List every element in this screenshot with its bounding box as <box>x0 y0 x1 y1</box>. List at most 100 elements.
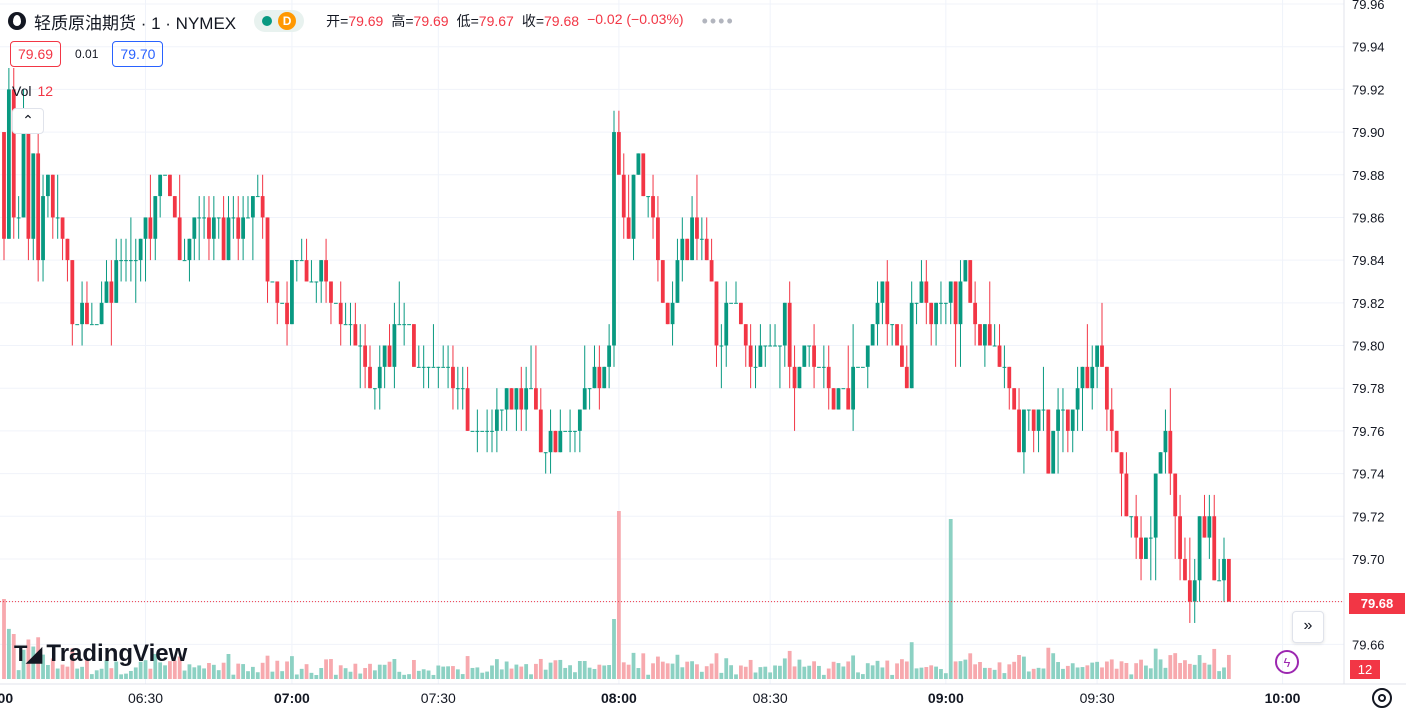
lightning-bolt-icon[interactable]: ϟ <box>1275 650 1299 674</box>
volume-bar <box>1007 664 1012 679</box>
time-tick-label: 07:00 <box>274 690 310 706</box>
volume-bar <box>236 663 241 679</box>
volume-bar <box>738 665 743 679</box>
buy-ask-button[interactable]: 79.70 <box>112 41 164 67</box>
volume-bar <box>1163 667 1168 679</box>
tradingview-logo-text: TradingView <box>46 640 188 667</box>
volume-bar <box>1065 665 1070 679</box>
scroll-to-realtime-button[interactable]: » <box>1292 611 1324 643</box>
candle <box>797 366 802 389</box>
market-status-pill[interactable]: D <box>254 10 305 32</box>
volume-bar <box>26 639 31 679</box>
volume-bar <box>446 666 450 679</box>
price-tick-label: 79.92 <box>1352 82 1385 97</box>
gear-icon[interactable] <box>1372 688 1392 708</box>
candle <box>865 345 870 389</box>
volume-bar <box>1168 655 1173 679</box>
candle <box>75 324 80 326</box>
candle <box>1153 473 1158 581</box>
volume-bar <box>119 674 124 679</box>
volume-bar <box>412 659 416 679</box>
volume-bar <box>904 661 909 679</box>
volume-bar <box>402 674 407 679</box>
candle <box>646 196 651 218</box>
volume-bar <box>436 665 441 679</box>
volume-bar <box>582 660 587 679</box>
volume-legend-label: Vol <box>12 83 32 99</box>
candle <box>1163 409 1168 474</box>
time-axis[interactable]: 6:00 06:30 07:00 07:30 08:00 08:30 09:00 09:30 1… <box>0 690 1301 706</box>
candle <box>1061 388 1065 453</box>
volume-bar <box>309 672 314 679</box>
volume-bar <box>817 665 821 679</box>
double-chevron-right-icon: » <box>1303 617 1313 634</box>
market-open-dot-icon <box>262 16 273 26</box>
volume-bar <box>875 660 880 679</box>
candle <box>773 324 777 347</box>
candle <box>1144 537 1148 559</box>
volume-bar <box>851 655 856 679</box>
candle <box>919 260 924 303</box>
candle <box>368 345 372 389</box>
volume-bar <box>94 670 99 679</box>
volume-bar <box>514 664 519 679</box>
price-axis[interactable]: 79.96 79.94 79.92 79.90 79.88 79.86 79.84 79.82… <box>1352 0 1385 652</box>
volume-bar <box>216 670 221 679</box>
candle <box>626 174 631 239</box>
volume-bar <box>172 660 177 679</box>
volume-bar <box>241 664 246 679</box>
volume-bar <box>231 674 236 679</box>
candle <box>987 281 992 346</box>
volume-bar <box>85 659 89 679</box>
candle <box>885 260 890 346</box>
low-label: 低 <box>456 13 471 29</box>
candle <box>104 260 109 303</box>
tradingview-logo[interactable]: T◢ TradingView <box>14 640 187 668</box>
candle <box>1158 452 1163 474</box>
volume-bar <box>294 674 299 679</box>
candle <box>982 324 987 367</box>
candle <box>333 302 338 304</box>
symbol-title[interactable]: 轻质原油期货 · 1 · NYMEX <box>34 13 237 33</box>
price-tick-label: 79.82 <box>1352 296 1385 311</box>
volume-bar <box>187 664 192 679</box>
volume-bar <box>895 663 899 679</box>
candle <box>817 366 821 368</box>
candle <box>587 388 592 410</box>
candle <box>133 238 138 303</box>
candle <box>353 302 358 346</box>
candle <box>421 345 426 389</box>
volume-bar <box>846 661 851 679</box>
volume-bar <box>275 660 280 679</box>
volume-legend[interactable]: Vol 12 <box>12 83 53 99</box>
price-tick-label: 79.80 <box>1352 339 1385 354</box>
candle <box>1168 388 1173 495</box>
candle <box>392 302 397 389</box>
volume-bar <box>31 646 36 679</box>
volume-bar <box>1173 653 1178 679</box>
volume-bar <box>11 634 16 679</box>
candle <box>548 409 553 474</box>
volume-bar <box>75 668 80 679</box>
candle <box>1080 366 1085 431</box>
volume-legend-value: 12 <box>37 83 54 99</box>
candle <box>2 132 6 261</box>
volume-bar <box>70 648 75 679</box>
candle <box>1197 516 1202 602</box>
sell-bid-button[interactable]: 79.69 <box>10 41 62 67</box>
candle <box>978 324 982 346</box>
volume-bar <box>758 667 763 679</box>
candle <box>36 132 41 282</box>
last-price-tag: 79.68 <box>1349 593 1405 614</box>
volume-bar <box>651 663 655 679</box>
candle <box>363 324 368 389</box>
collapse-legend-button[interactable]: ⌃ <box>12 108 44 134</box>
candle <box>89 302 94 326</box>
volume-bar <box>607 665 612 679</box>
more-options-icon[interactable]: •••• <box>701 10 735 31</box>
candle <box>241 196 246 261</box>
volume-bar <box>1212 648 1217 679</box>
volume-bar <box>900 659 904 679</box>
volume-bar <box>2 599 6 679</box>
